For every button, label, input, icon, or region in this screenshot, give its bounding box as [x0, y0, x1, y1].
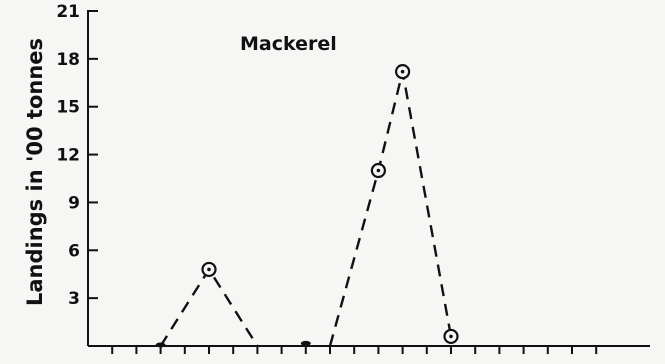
series-segment-2: [328, 71, 453, 347]
data-point-center-2-2: [376, 168, 381, 173]
y-axis-label: Landings in '00 tonnes: [23, 38, 47, 306]
x-ticks-group: [111, 346, 598, 354]
y-tick-label-9: 9: [68, 193, 80, 213]
series-segment-1: [159, 267, 259, 347]
series-group: [159, 71, 453, 347]
y-tick-label-18: 18: [56, 50, 80, 70]
y-tick-label-21: 21: [56, 2, 80, 22]
y-tick-label-15: 15: [56, 98, 80, 118]
data-point-center-2-4: [449, 334, 453, 339]
chart-annotation-mackerel: Mackerel: [240, 33, 337, 55]
ground-point-1: [155, 342, 166, 348]
y-tick-label-12: 12: [56, 146, 80, 166]
ground-point-2: [300, 340, 311, 346]
y-ticks-group: 3 6 9 12 15 18 21: [56, 2, 98, 309]
markers-group: [155, 64, 459, 348]
axes-group: [87, 10, 650, 347]
data-point-center-2-3: [400, 69, 405, 74]
data-point-center-1-2: [207, 267, 211, 272]
y-tick-label-6: 6: [68, 241, 80, 261]
y-tick-label-3: 3: [68, 289, 80, 309]
